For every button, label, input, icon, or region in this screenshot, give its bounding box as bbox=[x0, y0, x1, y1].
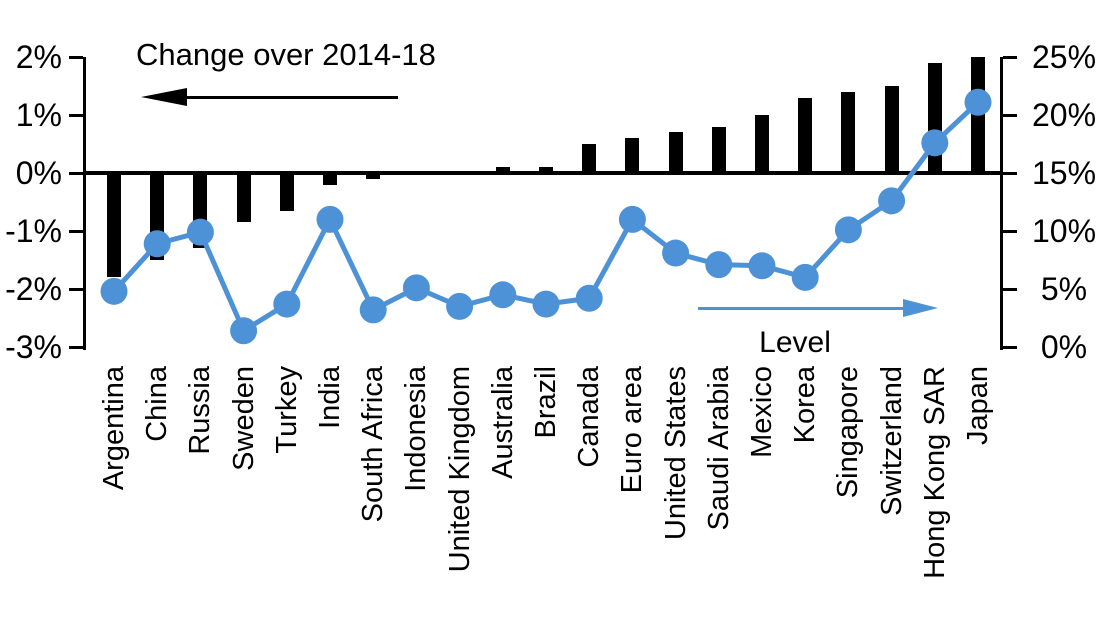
category-label-Singapore: Singapore bbox=[832, 366, 865, 499]
bar-Canada bbox=[582, 144, 597, 173]
left-axis-tick bbox=[69, 288, 83, 291]
level-marker-Switzerland bbox=[878, 187, 906, 215]
right-axis-tick-label: 0% bbox=[1040, 329, 1088, 365]
category-label-Indonesia: Indonesia bbox=[400, 366, 433, 492]
category-label-Argentina: Argentina bbox=[98, 366, 130, 491]
category-label-Canada: Canada bbox=[573, 366, 606, 468]
right-axis-tick bbox=[1003, 288, 1017, 291]
level-marker-Korea bbox=[791, 263, 819, 291]
level-marker-Canada bbox=[575, 284, 603, 312]
category-label-Euro area: Euro area bbox=[616, 366, 649, 494]
category-label-United States: United States bbox=[659, 366, 692, 541]
bar-Switzerland bbox=[884, 86, 899, 173]
right-axis-tick bbox=[1003, 172, 1017, 175]
zero-axis-line bbox=[86, 171, 1000, 175]
left-axis-line bbox=[83, 57, 86, 350]
right-axis-tick bbox=[1003, 114, 1017, 117]
right-axis-line bbox=[1000, 57, 1003, 350]
bar-Argentina bbox=[107, 173, 121, 278]
bar-Korea bbox=[798, 97, 813, 173]
left-axis-tick-label: -3% bbox=[5, 329, 62, 365]
left-axis-tick-label: -2% bbox=[5, 271, 62, 307]
left-axis-tick-label: 1% bbox=[15, 97, 62, 133]
level-marker-Saudi Arabia bbox=[705, 251, 733, 279]
right-axis-tick-label: 10% bbox=[1031, 213, 1097, 249]
category-label-Hong Kong SAR: Hong Kong SAR bbox=[918, 366, 951, 579]
left-axis-tick bbox=[69, 114, 83, 117]
right-axis-tick-label: 15% bbox=[1031, 155, 1097, 191]
bar-Sweden bbox=[236, 173, 251, 223]
left-axis-tick bbox=[69, 56, 83, 59]
category-label-Switzerland: Switzerland bbox=[875, 366, 908, 516]
bar-Japan bbox=[971, 57, 985, 173]
bar-Saudi Arabia bbox=[711, 126, 726, 173]
bar-Turkey bbox=[279, 173, 294, 211]
level-marker-Euro area bbox=[618, 205, 646, 233]
left-arrow-shaft bbox=[185, 96, 398, 99]
left-axis-tick bbox=[69, 346, 83, 349]
bar-Mexico bbox=[755, 115, 769, 173]
level-marker-Argentina bbox=[100, 277, 128, 305]
level-marker-South Africa bbox=[359, 296, 387, 324]
right-axis-tick-label: 20% bbox=[1031, 97, 1097, 133]
bar-Euro area bbox=[625, 138, 640, 173]
category-label-Mexico: Mexico bbox=[746, 366, 778, 458]
category-label-Brazil: Brazil bbox=[530, 366, 562, 439]
category-label-Russia: Russia bbox=[184, 366, 217, 455]
category-label-Saudi Arabia: Saudi Arabia bbox=[702, 366, 735, 531]
bar-Hong Kong SAR bbox=[927, 62, 942, 173]
left-axis-tick bbox=[69, 230, 83, 233]
category-label-India: India bbox=[314, 366, 346, 429]
category-label-United Kingdom: United Kingdom bbox=[443, 366, 476, 573]
level-marker-Australia bbox=[489, 281, 517, 309]
category-label-Australia: Australia bbox=[486, 366, 519, 479]
left-axis-tick bbox=[69, 172, 83, 175]
level-marker-Brazil bbox=[532, 290, 560, 318]
category-label-Japan: Japan bbox=[962, 366, 994, 446]
left-axis-tick-label: 0% bbox=[15, 155, 62, 191]
right-axis-tick bbox=[1003, 56, 1017, 59]
category-label-Sweden: Sweden bbox=[227, 366, 260, 471]
right-axis-tick bbox=[1003, 230, 1017, 233]
category-label-China: China bbox=[141, 366, 174, 442]
category-label-Turkey: Turkey bbox=[270, 366, 303, 454]
left-axis-tick-label: 2% bbox=[15, 39, 62, 75]
right-axis-tick-label: 25% bbox=[1031, 39, 1097, 75]
right-axis-tick-label: 5% bbox=[1040, 271, 1088, 307]
level-marker-Singapore bbox=[834, 216, 862, 244]
category-label-South Africa: South Africa bbox=[357, 366, 390, 523]
category-label-Korea: Korea bbox=[789, 366, 822, 444]
level-marker-Mexico bbox=[748, 252, 776, 280]
bar-China bbox=[150, 173, 165, 260]
level-marker-Indonesia bbox=[402, 274, 430, 302]
bar-Singapore bbox=[841, 91, 856, 173]
right-axis-tick bbox=[1003, 346, 1017, 349]
level-marker-United Kingdom bbox=[446, 292, 474, 320]
level-marker-Turkey bbox=[273, 290, 301, 318]
bar-United States bbox=[668, 132, 683, 173]
left-axis-tick-label: -1% bbox=[5, 213, 62, 249]
level-marker-United States bbox=[662, 239, 690, 267]
bar-series-annotation-label: Change over 2014-18 bbox=[136, 37, 436, 72]
bar-Russia bbox=[193, 173, 208, 249]
level-marker-Sweden bbox=[230, 317, 258, 345]
level-marker-India bbox=[316, 205, 344, 233]
